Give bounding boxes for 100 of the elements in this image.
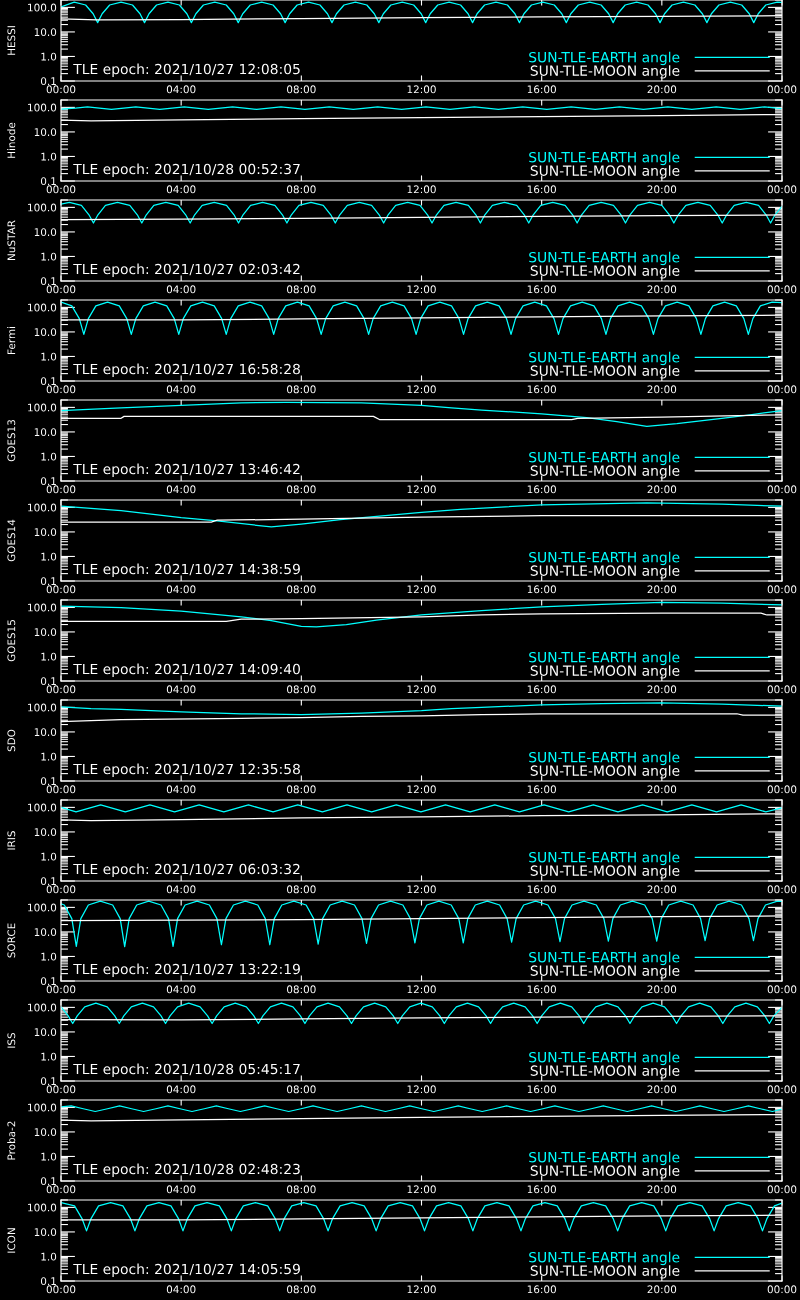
text: SUN-TLE-EARTH angle (529, 851, 680, 866)
y-axis-title: IRIS (7, 831, 16, 850)
x-tick-label: 00:00 (767, 585, 797, 594)
y-tick-label: 1.0 (41, 752, 57, 761)
annotation: TLE epoch: 2021/10/27 14:05:59 (73, 1263, 300, 1277)
text: SUN-TLE-EARTH angle (529, 1151, 680, 1166)
y-axis-title: GOES14 (7, 519, 16, 562)
annotation: TLE epoch: 2021/10/27 13:22:19 (73, 963, 300, 977)
x-tick-label: 08:00 (287, 685, 316, 694)
x-tick-label: 04:00 (166, 1185, 196, 1194)
y-axis-title: Hinode (7, 122, 16, 158)
x-tick-label: 16:00 (527, 1285, 556, 1294)
series-label: SUN-TLE-EARTH angle (529, 1251, 680, 1266)
x-tick-label: 08:00 (287, 985, 316, 994)
x-tick-label: 08:00 (287, 385, 316, 394)
x-tick-label: 20:00 (647, 85, 677, 94)
y-tick-label: 0.1 (40, 777, 56, 786)
y-tick-label: 100.0 (28, 703, 57, 712)
y-tick-label: 100.0 (28, 103, 57, 112)
y-axis-title: ICON (7, 1228, 16, 1253)
x-tick-label: 12:00 (407, 385, 436, 394)
x-tick-label: 16:00 (527, 85, 556, 94)
y-tick-label: 10.0 (34, 828, 57, 837)
x-tick-label: 16:00 (527, 685, 556, 694)
x-tick-label: 12:00 (407, 685, 436, 694)
x-tick-label: 12:00 (407, 285, 436, 294)
y-axis-title: ISS (7, 1032, 16, 1048)
y-tick-label: 1.0 (41, 852, 57, 861)
y-tick-label: 100.0 (28, 603, 57, 612)
x-tick-label: 12:00 (407, 885, 436, 894)
x-tick-label: 00:00 (46, 985, 76, 994)
x-tick-label: 08:00 (287, 285, 316, 294)
text: SUN-TLE-MOON angle (530, 365, 680, 379)
x-tick-label: 00:00 (767, 385, 797, 394)
x-tick-label: 08:00 (287, 485, 316, 494)
y-tick-label: 10.0 (34, 728, 57, 737)
text: SUN-TLE-MOON angle (530, 465, 680, 479)
x-tick-label: 20:00 (647, 885, 677, 894)
y-tick-label: 100.0 (28, 303, 57, 312)
series-label: SUN-TLE-EARTH angle (529, 951, 680, 966)
text: SUN-TLE-EARTH angle (529, 751, 680, 766)
annotation: TLE epoch: 2021/10/27 06:03:32 (73, 863, 300, 877)
y-tick-label: 0.1 (40, 1277, 56, 1286)
text: SUN-TLE-EARTH angle (529, 51, 680, 66)
annotation: TLE epoch: 2021/10/28 05:45:17 (73, 1063, 300, 1077)
x-tick-label: 04:00 (166, 385, 196, 394)
x-tick-label: 00:00 (767, 1185, 797, 1194)
annotation: TLE epoch: 2021/10/28 00:52:37 (73, 163, 300, 177)
x-tick-label: 00:00 (46, 1085, 76, 1094)
x-tick-label: 20:00 (647, 1085, 677, 1094)
x-tick-label: 20:00 (647, 1185, 677, 1194)
x-tick-label: 00:00 (46, 1185, 76, 1194)
x-tick-label: 08:00 (287, 1085, 316, 1094)
text: SUN-TLE-MOON angle (530, 965, 680, 979)
text: SUN-TLE-MOON angle (530, 865, 680, 879)
x-tick-label: 16:00 (527, 485, 556, 494)
x-tick-label: 00:00 (767, 785, 797, 794)
annotation: TLE epoch: 2021/10/27 14:09:40 (73, 663, 300, 677)
text: SUN-TLE-EARTH angle (529, 1051, 680, 1066)
annotation: TLE epoch: 2021/10/28 02:48:23 (73, 1163, 300, 1177)
x-tick-label: 00:00 (46, 885, 76, 894)
x-tick-label: 00:00 (46, 485, 76, 494)
x-tick-label: 12:00 (407, 185, 436, 194)
annotation: TLE epoch: 2021/10/27 14:38:59 (73, 563, 300, 577)
annotation: TLE epoch: 2021/10/27 13:46:42 (73, 463, 300, 477)
y-tick-label: 0.1 (40, 577, 56, 586)
x-tick-label: 04:00 (166, 885, 196, 894)
y-tick-label: 0.1 (40, 677, 56, 686)
x-tick-label: 04:00 (166, 1085, 196, 1094)
text: SUN-TLE-MOON angle (530, 265, 680, 279)
x-tick-label: 16:00 (527, 185, 556, 194)
y-tick-label: 10.0 (34, 428, 57, 437)
y-tick-label: 1.0 (41, 952, 57, 961)
x-tick-label: 00:00 (46, 1285, 76, 1294)
x-tick-label: 08:00 (287, 885, 316, 894)
y-tick-label: 0.1 (40, 277, 56, 286)
x-tick-label: 08:00 (287, 1285, 316, 1294)
x-tick-label: 12:00 (407, 1285, 436, 1294)
x-tick-label: 00:00 (46, 85, 76, 94)
x-tick-label: 00:00 (767, 985, 797, 994)
y-tick-label: 1.0 (41, 1152, 57, 1161)
y-tick-label: 100.0 (28, 3, 57, 12)
y-tick-label: 0.1 (40, 377, 56, 386)
x-tick-label: 08:00 (287, 185, 316, 194)
x-tick-label: 04:00 (166, 985, 196, 994)
text: SUN-TLE-MOON angle (530, 1265, 680, 1279)
series-label: SUN-TLE-EARTH angle (529, 351, 680, 366)
text: SUN-TLE-MOON angle (530, 665, 680, 679)
y-tick-label: 0.1 (40, 1077, 56, 1086)
y-tick-label: 10.0 (34, 128, 57, 137)
y-tick-label: 10.0 (34, 328, 57, 337)
text: SUN-TLE-EARTH angle (529, 651, 680, 666)
y-tick-label: 0.1 (40, 177, 56, 186)
x-tick-label: 00:00 (767, 485, 797, 494)
y-tick-label: 1.0 (41, 452, 57, 461)
y-tick-label: 100.0 (28, 403, 57, 412)
y-tick-label: 100.0 (28, 1203, 57, 1212)
y-tick-label: 1.0 (41, 152, 57, 161)
x-tick-label: 00:00 (767, 285, 797, 294)
line-series (61, 804, 782, 813)
